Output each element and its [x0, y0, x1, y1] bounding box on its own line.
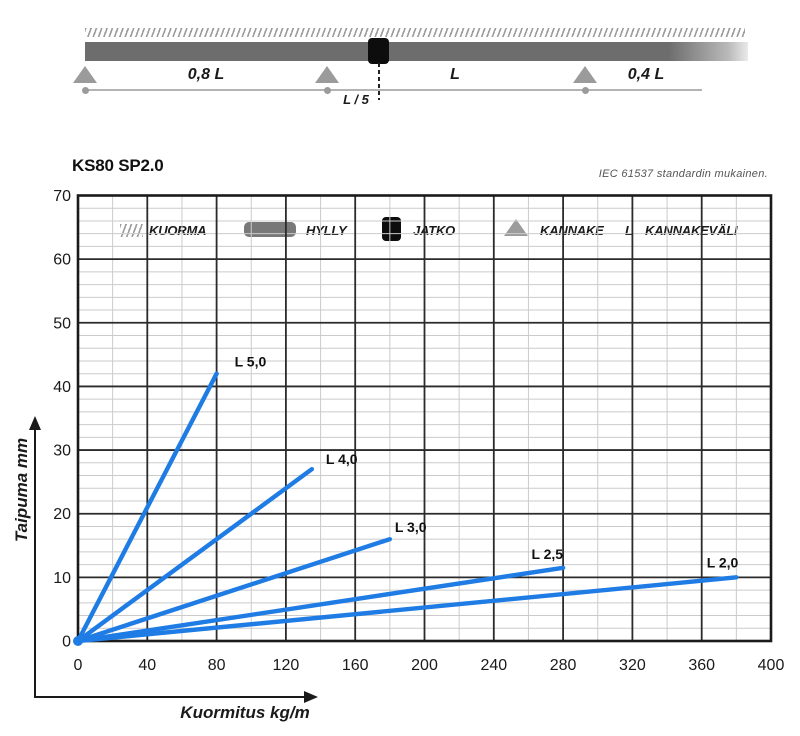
svg-text:L 3,0: L 3,0: [395, 519, 427, 535]
support-dot-left: [81, 86, 89, 94]
beam-schematic: 0,8 L L / 5 L 0,4 L: [0, 0, 800, 145]
shelf-beam: [85, 42, 748, 61]
svg-text:0: 0: [74, 657, 83, 674]
load-hatch-strip: [85, 28, 745, 37]
chart-title: KS80 SP2.0: [72, 156, 164, 175]
support-dot-middle: [323, 86, 331, 94]
deflection-chart: 0 40 80 120 160 200 240 280 320 360 400 0 10 20 30 40 50…: [29, 188, 785, 703]
svg-text:L 5,0: L 5,0: [235, 354, 267, 370]
svg-text:10: 10: [53, 570, 71, 587]
svg-text:L 4,0: L 4,0: [326, 451, 358, 467]
kannake-triangle-icon: [504, 219, 528, 236]
svg-text:400: 400: [758, 657, 785, 674]
svg-text:0: 0: [62, 634, 71, 651]
span-label-08L: 0,8 L: [187, 66, 225, 83]
legend-label-kannake: KANNAKE: [540, 223, 604, 238]
x-axis-title: Kuormitus kg/m: [180, 703, 310, 722]
legend-label-kuorma: KUORMA: [149, 223, 207, 238]
span-baseline: [85, 89, 702, 91]
svg-text:L 2,0: L 2,0: [707, 554, 739, 570]
svg-text:30: 30: [53, 443, 71, 460]
svg-text:240: 240: [480, 657, 507, 674]
svg-text:70: 70: [53, 188, 71, 205]
svg-text:320: 320: [619, 657, 646, 674]
legend: KUORMA HYLLY JATKO KANNAKE L KANNAKEVÄLI: [0, 105, 800, 241]
svg-text:50: 50: [53, 315, 71, 332]
joint-dashed-line: [378, 63, 380, 100]
support-triangle-middle: [315, 66, 339, 83]
svg-text:160: 160: [342, 657, 369, 674]
support-triangle-right: [573, 66, 597, 83]
svg-text:80: 80: [208, 657, 226, 674]
support-dot-right: [581, 86, 589, 94]
svg-text:L 2,5: L 2,5: [531, 546, 563, 562]
legend-label-hylly: HYLLY: [306, 223, 347, 238]
svg-text:40: 40: [53, 379, 71, 396]
svg-text:280: 280: [550, 657, 577, 674]
span-label-L: L: [450, 66, 460, 83]
svg-text:20: 20: [53, 506, 71, 523]
svg-text:40: 40: [138, 657, 156, 674]
joint-square: [368, 38, 389, 64]
y-axis-title: Taipuma mm: [12, 437, 31, 543]
svg-text:60: 60: [53, 252, 71, 269]
jatko-square-icon: [382, 217, 401, 241]
standard-note: IEC 61537 standardin mukainen.: [598, 168, 768, 180]
svg-text:120: 120: [273, 657, 300, 674]
legend-label-kannakevali: KANNAKEVÄLI: [645, 223, 738, 238]
span-label-04L: 0,4 L: [627, 66, 665, 83]
support-triangle-left: [73, 66, 97, 83]
legend-label-jatko: JATKO: [413, 223, 456, 238]
kannakevali-L-symbol: L: [625, 223, 633, 238]
svg-text:200: 200: [411, 657, 438, 674]
svg-text:360: 360: [688, 657, 715, 674]
span-label-L5: L / 5: [343, 92, 369, 107]
